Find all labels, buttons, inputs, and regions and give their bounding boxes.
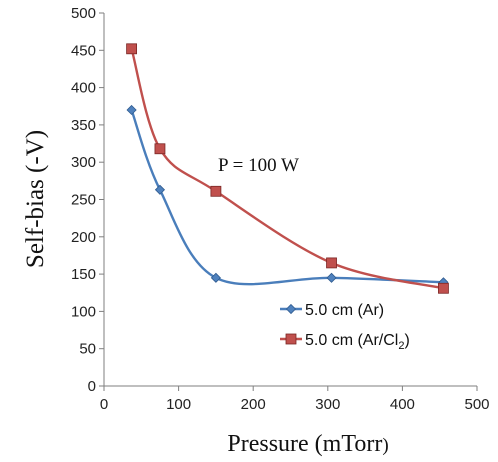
x-tick-label: 0 <box>100 396 108 413</box>
series-line <box>130 109 444 286</box>
y-tick-label: 200 <box>71 229 96 246</box>
power-annotation: P = 100 W <box>218 155 299 176</box>
x-tick-label: 400 <box>390 396 415 413</box>
x-tick-label: 300 <box>315 396 340 413</box>
y-tick-label: 500 <box>71 5 96 22</box>
data-point <box>126 43 138 55</box>
data-series <box>126 43 449 294</box>
legend-label: 5.0 cm (Ar/Cl2) <box>305 332 410 352</box>
data-point <box>438 282 449 294</box>
data-point <box>154 184 166 195</box>
series-1 <box>126 43 449 294</box>
data-point <box>210 272 221 283</box>
x-tick-label: 100 <box>166 396 191 413</box>
x-tick-label: 500 <box>464 396 489 413</box>
y-axis-title: Self-bias (-V) <box>22 130 49 268</box>
y-tick-label: 450 <box>71 42 96 59</box>
data-point <box>326 257 337 269</box>
y-tick-label: 350 <box>71 117 96 134</box>
y-tick-label: 250 <box>71 192 96 209</box>
x-axis-title: Pressure (mTorr) <box>227 431 388 457</box>
legend-label: 5.0 cm (Ar) <box>305 302 384 319</box>
y-tick-label: 50 <box>79 341 96 358</box>
series-0 <box>126 104 449 288</box>
data-point <box>326 272 337 283</box>
axes: 0 100 200 300 400 500 0 50 100 150 200 250 300 350 400… <box>71 5 490 413</box>
data-point <box>154 143 166 155</box>
legend-item: 5.0 cm (Ar) <box>280 302 384 319</box>
legend-swatch-marker <box>285 333 297 345</box>
legend: 5.0 cm (Ar) 5.0 cm (Ar/Cl2) <box>280 302 410 352</box>
x-tick-label: 200 <box>241 396 266 413</box>
data-point <box>210 185 222 197</box>
legend-swatch-marker <box>285 303 297 315</box>
y-tick-label: 100 <box>71 303 96 320</box>
y-tick-label: 0 <box>88 378 96 395</box>
legend-item: 5.0 cm (Ar/Cl2) <box>280 332 410 352</box>
y-tick-label: 400 <box>71 80 96 97</box>
y-tick-label: 300 <box>71 154 96 171</box>
data-point <box>126 104 137 116</box>
y-tick-label: 150 <box>71 266 96 283</box>
